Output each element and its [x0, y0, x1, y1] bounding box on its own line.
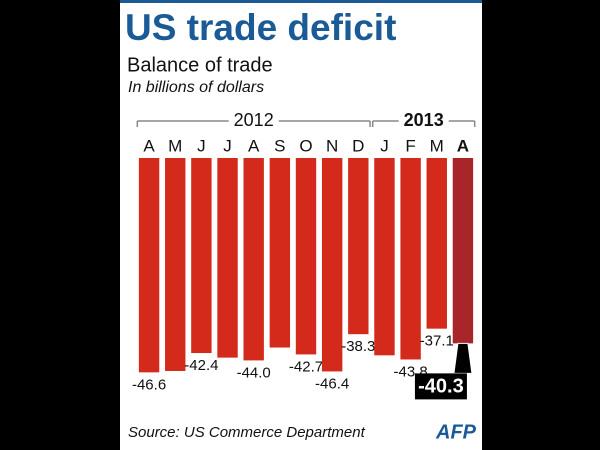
bar: [295, 158, 317, 355]
top-rule: [120, 0, 482, 3]
x-tick-label: O: [299, 136, 312, 155]
x-tick-label: J: [197, 136, 206, 155]
x-tick-label: J: [223, 136, 232, 155]
year-label: 2013: [404, 110, 444, 130]
label-pointer: [453, 342, 473, 374]
value-label: -46.6: [132, 376, 166, 393]
bar: [348, 158, 369, 335]
x-tick-label: F: [405, 136, 415, 155]
x-tick-label: J: [380, 136, 389, 155]
subtitle: Balance of trade: [127, 54, 273, 76]
x-tick-label: D: [352, 136, 364, 155]
bar: [269, 158, 291, 348]
unit-note: In billions of dollars: [128, 79, 264, 96]
bar: [217, 158, 238, 358]
x-tick-label: A: [143, 136, 155, 155]
chart-title: US trade deficit: [125, 7, 396, 48]
year-label: 2012: [234, 110, 274, 130]
x-tick-label: N: [326, 136, 338, 155]
bar: [321, 158, 343, 372]
value-label: -44.0: [237, 364, 271, 381]
bar: [165, 158, 186, 371]
bar: [452, 158, 474, 344]
x-tick-label: M: [168, 136, 182, 155]
logo: AFP: [435, 421, 477, 443]
bar: [400, 158, 421, 360]
bar: [243, 158, 264, 361]
bar: [374, 158, 395, 356]
value-label: -42.4: [184, 357, 218, 374]
label-box: [414, 373, 467, 400]
source: Source: US Commerce Department: [128, 424, 366, 441]
bar: [138, 158, 160, 373]
value-label: -42.7: [289, 358, 323, 375]
x-tick-label: M: [430, 136, 444, 155]
value-label: -37.1: [420, 333, 454, 350]
bar: [191, 158, 212, 354]
x-tick-label: A: [248, 136, 260, 155]
value-label: -40.3: [418, 376, 464, 398]
x-tick-label: A: [457, 136, 469, 155]
x-tick-label: S: [274, 136, 285, 155]
value-label: -38.3: [341, 338, 375, 355]
bar: [426, 158, 447, 329]
value-label: -46.4: [315, 375, 349, 392]
